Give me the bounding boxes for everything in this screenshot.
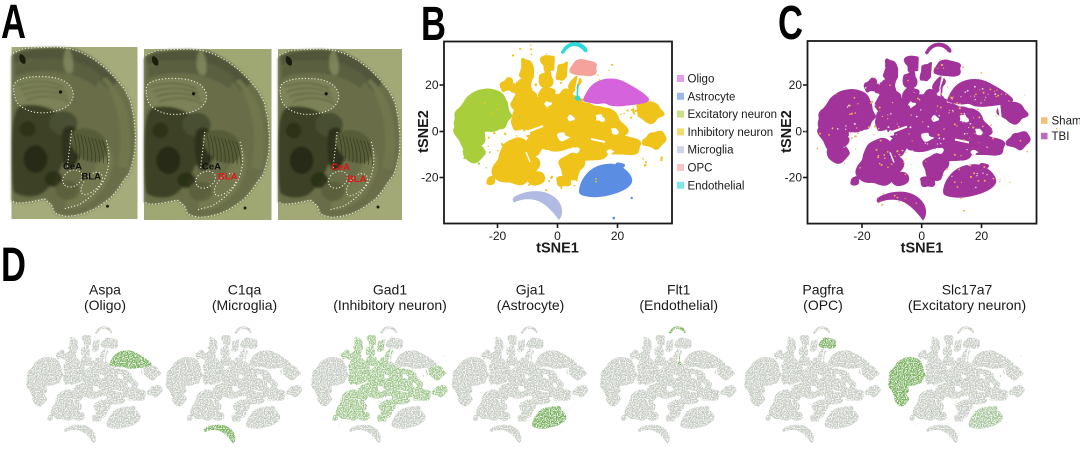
svg-text:BLA: BLA <box>82 171 102 182</box>
svg-text:0: 0 <box>918 229 925 243</box>
svg-text:BLA: BLA <box>347 174 367 185</box>
svg-text:Astrocyte: Astrocyte <box>688 91 736 103</box>
svg-text:20: 20 <box>789 78 803 92</box>
svg-text:tSNE2: tSNE2 <box>779 110 795 153</box>
svg-text:20: 20 <box>975 229 989 243</box>
svg-text:Inhibitory neuron: Inhibitory neuron <box>688 127 774 139</box>
svg-text:20: 20 <box>425 78 439 92</box>
svg-text:0: 0 <box>432 125 439 139</box>
svg-text:tSNE2: tSNE2 <box>416 110 432 153</box>
svg-text:(Astrocyte): (Astrocyte) <box>497 297 565 313</box>
svg-text:OPC: OPC <box>688 163 713 175</box>
svg-text:0: 0 <box>554 229 561 243</box>
svg-text:(OPC): (OPC) <box>803 297 843 313</box>
svg-text:C1qa: C1qa <box>228 282 262 298</box>
svg-text:0: 0 <box>795 125 802 139</box>
svg-text:Microglia: Microglia <box>688 145 735 157</box>
svg-text:-20: -20 <box>785 171 803 185</box>
svg-text:(Inhibitory neuron): (Inhibitory neuron) <box>333 297 447 313</box>
svg-text:-20: -20 <box>489 229 507 243</box>
svg-text:Gja1: Gja1 <box>516 282 546 298</box>
svg-text:CeA: CeA <box>202 162 221 173</box>
svg-text:Gad1: Gad1 <box>373 282 407 298</box>
svg-text:Flt1: Flt1 <box>667 282 691 298</box>
svg-text:CeA: CeA <box>331 162 350 173</box>
svg-text:(Oligo): (Oligo) <box>84 297 126 313</box>
svg-text:BLA: BLA <box>218 172 238 183</box>
svg-text:(Endothelial): (Endothelial) <box>639 297 718 313</box>
svg-text:Aspa: Aspa <box>89 282 121 298</box>
svg-text:TBI: TBI <box>1052 131 1070 143</box>
svg-text:Slc17a7: Slc17a7 <box>942 282 993 298</box>
svg-text:tSNE1: tSNE1 <box>901 241 944 257</box>
svg-text:Sham: Sham <box>1052 116 1080 128</box>
svg-text:20: 20 <box>611 229 625 243</box>
svg-text:-20: -20 <box>421 171 439 185</box>
svg-text:CeA: CeA <box>63 161 82 172</box>
svg-text:(Excitatory neuron): (Excitatory neuron) <box>908 297 1026 313</box>
svg-text:Excitatory neuron: Excitatory neuron <box>688 109 778 121</box>
svg-text:Pagfra: Pagfra <box>802 282 843 298</box>
svg-text:tSNE1: tSNE1 <box>536 241 579 257</box>
svg-text:Endothelial: Endothelial <box>688 180 745 192</box>
svg-text:(Microglia): (Microglia) <box>212 297 277 313</box>
svg-text:-20: -20 <box>853 229 871 243</box>
svg-text:Oligo: Oligo <box>688 74 715 86</box>
